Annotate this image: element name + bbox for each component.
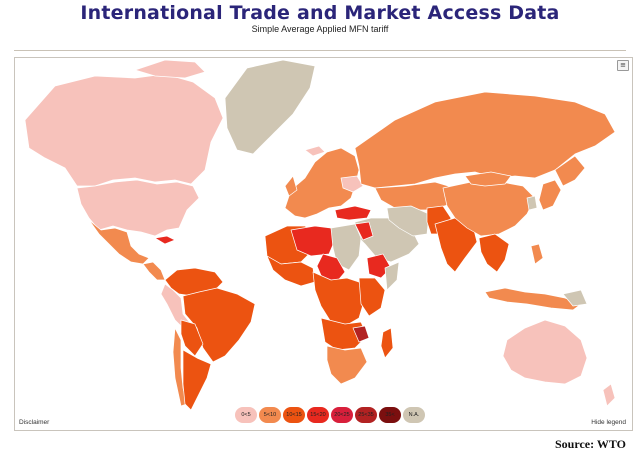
legend-item-na[interactable]: N.A. bbox=[403, 407, 425, 423]
region-central-america[interactable] bbox=[142, 261, 166, 281]
country-argentina[interactable] bbox=[182, 349, 212, 411]
legend-item-20-25[interactable]: 20<25 bbox=[331, 407, 353, 423]
legend-item-10-15[interactable]: 10<15 bbox=[283, 407, 305, 423]
country-korea[interactable] bbox=[526, 195, 538, 211]
country-madagascar[interactable] bbox=[380, 327, 394, 359]
region-eastern-europe[interactable] bbox=[340, 175, 364, 193]
country-turkey[interactable] bbox=[334, 205, 372, 221]
country-new-zealand[interactable] bbox=[602, 383, 616, 407]
region-sahel[interactable] bbox=[290, 225, 336, 257]
map-frame[interactable]: ≡ 0<5 5<10 10<15 15<20 20<25 25<35 35< N… bbox=[14, 57, 633, 431]
region-russia-far-east[interactable] bbox=[554, 155, 586, 187]
source-credit: Source: WTO bbox=[554, 437, 626, 451]
world-map[interactable] bbox=[15, 58, 632, 430]
region-southern-africa[interactable] bbox=[326, 345, 368, 385]
country-mongolia[interactable] bbox=[464, 171, 512, 187]
legend-item-35-plus[interactable]: 35< bbox=[379, 407, 401, 423]
country-brazil[interactable] bbox=[182, 287, 256, 363]
country-egypt[interactable] bbox=[354, 221, 374, 241]
country-russia[interactable] bbox=[354, 91, 616, 189]
country-mexico[interactable] bbox=[88, 219, 150, 265]
region-southeast-asia[interactable] bbox=[478, 233, 510, 273]
country-uk[interactable] bbox=[284, 175, 298, 197]
legend-item-0-5[interactable]: 0<5 bbox=[235, 407, 257, 423]
page-title: International Trade and Market Access Da… bbox=[80, 2, 560, 24]
region-philippines[interactable] bbox=[530, 243, 544, 265]
country-somalia[interactable] bbox=[384, 261, 400, 291]
country-canada[interactable] bbox=[24, 73, 224, 187]
country-zimbabwe[interactable] bbox=[352, 325, 370, 343]
country-iceland[interactable] bbox=[304, 145, 326, 157]
region-indonesia[interactable] bbox=[484, 287, 582, 311]
disclaimer-link[interactable]: Disclaimer bbox=[19, 419, 50, 426]
legend-item-5-10[interactable]: 5<10 bbox=[259, 407, 281, 423]
region-central-africa[interactable] bbox=[312, 271, 366, 327]
country-papua[interactable] bbox=[562, 289, 588, 307]
map-menu-icon[interactable]: ≡ bbox=[617, 60, 629, 71]
country-canada-islands[interactable] bbox=[134, 59, 206, 79]
region-bolivia-paraguay[interactable] bbox=[180, 319, 204, 357]
country-japan[interactable] bbox=[538, 179, 562, 211]
region-east-africa[interactable] bbox=[358, 277, 386, 317]
country-australia[interactable] bbox=[502, 319, 588, 385]
legend-item-15-20[interactable]: 15<20 bbox=[307, 407, 329, 423]
map-legend: 0<5 5<10 10<15 15<20 20<25 25<35 35< N.A… bbox=[235, 406, 425, 424]
region-southern-central-africa[interactable] bbox=[320, 317, 368, 351]
country-greenland[interactable] bbox=[224, 59, 316, 155]
hide-legend-link[interactable]: Hide legend bbox=[591, 419, 626, 426]
region-caribbean[interactable] bbox=[154, 235, 176, 245]
header-divider bbox=[14, 50, 626, 51]
page-subtitle: Simple Average Applied MFN tariff bbox=[251, 24, 389, 34]
legend-item-25-35[interactable]: 25<35 bbox=[355, 407, 377, 423]
country-iran[interactable] bbox=[386, 205, 430, 237]
